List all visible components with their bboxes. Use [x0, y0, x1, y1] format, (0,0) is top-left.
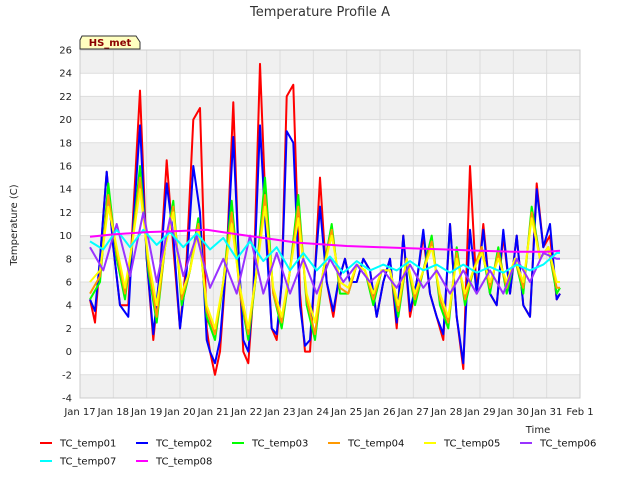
x-tick-label: Jan 24 [297, 407, 329, 418]
y-tick-label: 16 [59, 162, 72, 173]
y-tick-label: 8 [66, 254, 72, 265]
x-tick-label: Jan 21 [197, 407, 229, 418]
background-band [80, 328, 580, 352]
y-tick-label: 12 [59, 208, 72, 219]
background-band [80, 50, 580, 74]
x-axis-title: Time [525, 425, 550, 436]
background-band [80, 189, 580, 213]
legend-label: TC_temp06 [539, 439, 596, 450]
background-band [80, 374, 580, 398]
x-tick-label: Jan 25 [330, 407, 362, 418]
plot-background-bands [80, 50, 580, 398]
y-axis-title: Temperature (C) [9, 184, 20, 266]
y-tick-label: 22 [59, 92, 72, 103]
legend-label: TC_temp02 [155, 439, 212, 450]
y-tick-label: 10 [59, 231, 72, 242]
y-tick-label: 14 [59, 185, 72, 196]
x-tick-label: Jan 30 [497, 407, 529, 418]
background-band [80, 142, 580, 166]
series-line-tc_temp05 [89, 188, 560, 330]
y-tick-label: -2 [62, 370, 72, 381]
y-tick-label: 0 [66, 347, 72, 358]
y-tick-label: 18 [59, 138, 72, 149]
y-tick-label: 20 [59, 115, 72, 126]
series-lines [89, 62, 561, 376]
x-tick-label: Jan 18 [97, 407, 129, 418]
x-tick-label: Jan 17 [63, 407, 95, 418]
legend-label: TC_temp05 [443, 439, 500, 450]
x-tick-label: Feb 1 [566, 407, 593, 418]
x-tick-label: Jan 29 [463, 407, 495, 418]
legend-label: TC_temp03 [251, 439, 308, 450]
y-tick-label: -4 [62, 394, 72, 405]
plot-frame [79, 49, 581, 399]
legend: TC_temp01 TC_temp02 TC_temp03 TC_temp04 TC_t… [40, 439, 596, 468]
y-tick-label: 2 [66, 324, 72, 335]
y-tick-label: 24 [59, 69, 72, 80]
x-tick-label: Jan 22 [230, 407, 262, 418]
chart-title: Temperature Profile A [249, 5, 390, 20]
y-tick-label: 26 [59, 46, 72, 57]
x-tick-label: Jan 19 [130, 407, 162, 418]
badge-box [79, 35, 141, 50]
x-tick-label: Jan 20 [163, 407, 195, 418]
x-tick-label: Jan 27 [397, 407, 429, 418]
background-band [80, 96, 580, 120]
series-line-tc_temp06 [89, 211, 560, 295]
y-tick-label: 4 [66, 301, 72, 312]
legend-label: TC_temp08 [155, 457, 212, 468]
y-tick-label: 6 [66, 278, 72, 289]
x-tick-label: Jan 26 [363, 407, 395, 418]
x-tick-label: Jan 28 [430, 407, 462, 418]
legend-label: TC_temp04 [347, 439, 404, 450]
badge: HS_met [79, 35, 141, 50]
badge-label: HS_met [89, 38, 132, 49]
legend-label: TC_temp07 [59, 457, 116, 468]
series-line-tc_temp08 [89, 228, 561, 253]
x-axis-ticks: Jan 17 Jan 18 Jan 19 Jan 20 Jan 21 Jan 22 Jan … [63, 407, 593, 418]
x-tick-label: Jan 31 [530, 407, 562, 418]
legend-label: TC_temp01 [59, 439, 116, 450]
x-tick-label: Jan 23 [263, 407, 295, 418]
